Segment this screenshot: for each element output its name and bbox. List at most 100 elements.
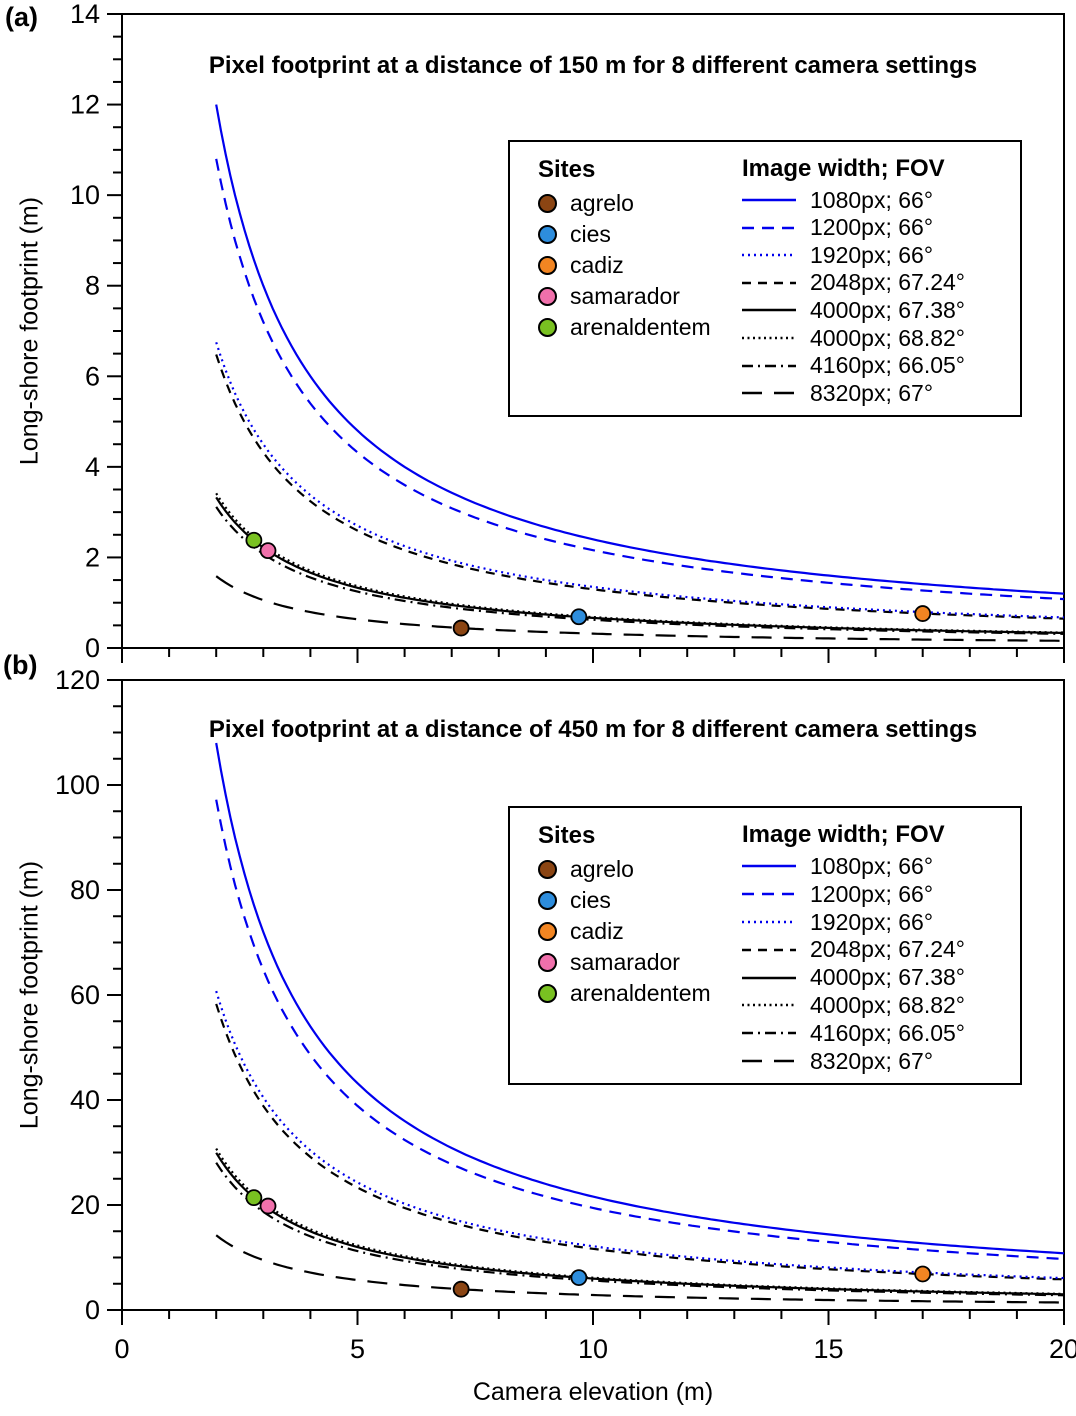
legend-line-label: 4000px; 68.82° bbox=[810, 324, 965, 351]
legend-site-label: arenaldentem bbox=[570, 314, 711, 340]
line-style-swatch-icon bbox=[742, 226, 796, 229]
legend-line-entry: 4000px; 67.38° bbox=[742, 297, 1004, 325]
y-tick-label: 40 bbox=[70, 1085, 100, 1115]
legend-lines-header: Image width; FOV bbox=[742, 155, 945, 183]
legend-line-entry: 8320px; 67° bbox=[742, 1047, 1004, 1075]
line-style-swatch-icon bbox=[742, 198, 796, 202]
y-tick-label: 4 bbox=[85, 452, 100, 482]
legend-line-entry: 4000px; 67.38° bbox=[742, 964, 1004, 992]
legend-site-label: cadiz bbox=[570, 252, 624, 278]
legend-line-entry: 2048px; 67.24° bbox=[742, 269, 1004, 297]
line-style-swatch-icon bbox=[742, 1059, 796, 1063]
panel-b-title: Pixel footprint at a distance of 450 m f… bbox=[208, 716, 978, 743]
legend-site-cadiz: cadiz bbox=[538, 916, 716, 947]
curve-8320px-67- bbox=[215, 1234, 1064, 1304]
legend-site-label: cies bbox=[570, 887, 611, 913]
line-style-swatch-icon bbox=[742, 1004, 796, 1007]
x-tick-label: 0 bbox=[114, 1334, 129, 1364]
y-tick-label: 100 bbox=[55, 770, 100, 800]
legend-line-label: 1200px; 66° bbox=[810, 214, 934, 241]
line-style-swatch-icon bbox=[742, 920, 796, 924]
line-style-swatch-icon bbox=[742, 364, 796, 367]
curve-8320px-67- bbox=[215, 575, 1064, 642]
legend-line-label: 2048px; 67.24° bbox=[810, 936, 965, 963]
legend-line-label: 1080px; 66° bbox=[810, 186, 934, 213]
legend-sites-header: Sites bbox=[538, 156, 596, 183]
site-dot-icon bbox=[538, 256, 557, 275]
legend-sites-column: Sites agrelo cies cadiz samarador arenaldent… bbox=[538, 818, 716, 1075]
site-marker-arenaldentem bbox=[245, 531, 263, 549]
curve-1080px-66- bbox=[215, 104, 1065, 595]
site-marker-arenaldentem bbox=[245, 1189, 263, 1207]
panel-b: 0 5 10 15 20 0 20 40 60 80 100 120 bbox=[55, 665, 1076, 1364]
line-style-swatch-icon bbox=[742, 865, 796, 868]
legend-site-label: samarador bbox=[570, 949, 680, 975]
x-tick-label: 20 bbox=[1049, 1334, 1076, 1364]
y-tick-label: 20 bbox=[70, 1190, 100, 1220]
legend-line-label: 8320px; 67° bbox=[810, 1047, 934, 1074]
panel-a-title: Pixel footprint at a distance of 150 m f… bbox=[208, 52, 978, 79]
legend-site-cies: cies bbox=[538, 885, 716, 916]
legend-site-samarador: samarador bbox=[538, 947, 716, 978]
legend-line-entry: 1080px; 66° bbox=[742, 853, 1004, 881]
legend-line-label: 4160px; 66.05° bbox=[810, 1019, 965, 1046]
legend-lines-column: Image width; FOV 1080px; 66° 1200px; 66° 1… bbox=[742, 152, 1004, 407]
site-dot-icon bbox=[538, 225, 557, 244]
y-tick-label: 2 bbox=[85, 542, 100, 572]
legend-site-label: arenaldentem bbox=[570, 980, 711, 1006]
legend-line-entry: 1920px; 66° bbox=[742, 908, 1004, 936]
legend-line-entry: 2048px; 67.24° bbox=[742, 936, 1004, 964]
site-dot-icon bbox=[538, 860, 557, 879]
x-tick-label: 5 bbox=[350, 1334, 365, 1364]
panel-b-y-axis-label: Long-shore footprint (m) bbox=[15, 860, 44, 1130]
curve-4000px-67.38- bbox=[215, 496, 1064, 634]
site-dot-icon bbox=[538, 891, 557, 910]
line-style-swatch-icon bbox=[742, 309, 796, 312]
y-tick-label: 0 bbox=[85, 633, 100, 663]
y-tick-label: 0 bbox=[85, 1295, 100, 1325]
x-tick-label: 10 bbox=[578, 1334, 608, 1364]
site-marker-cadiz bbox=[914, 1265, 932, 1283]
line-style-swatch-icon bbox=[742, 893, 796, 896]
legend-line-label: 4160px; 66.05° bbox=[810, 352, 965, 379]
line-style-swatch-icon bbox=[742, 1032, 796, 1035]
curve-4000px-67.38- bbox=[215, 1152, 1065, 1296]
y-tick-label: 14 bbox=[70, 0, 100, 29]
legend-line-label: 4000px; 68.82° bbox=[810, 991, 965, 1018]
legend-line-entry: 1080px; 66° bbox=[742, 186, 1004, 214]
legend-site-label: cadiz bbox=[570, 918, 624, 944]
legend-line-label: 2048px; 67.24° bbox=[810, 269, 965, 296]
legend-site-agrelo: agrelo bbox=[538, 854, 716, 885]
legend-site-label: agrelo bbox=[570, 190, 634, 216]
curve-4000px-68.82- bbox=[215, 492, 1064, 634]
panel-b-label: (b) bbox=[3, 650, 38, 680]
legend-line-entry: 1200px; 66° bbox=[742, 214, 1004, 242]
y-tick-label: 60 bbox=[70, 980, 100, 1010]
curve-1200px-66- bbox=[215, 158, 1065, 601]
legend-site-label: cies bbox=[570, 221, 611, 247]
site-dot-icon bbox=[538, 318, 557, 337]
legend-line-entry: 1200px; 66° bbox=[742, 880, 1004, 908]
curve-4160px-66.05- bbox=[215, 1162, 1065, 1297]
legend-line-label: 8320px; 67° bbox=[810, 379, 934, 406]
legend-site-arenaldentem: arenaldentem bbox=[538, 312, 716, 343]
legend-site-samarador: samarador bbox=[538, 281, 716, 312]
legend-line-label: 1080px; 66° bbox=[810, 852, 934, 879]
site-dot-icon bbox=[538, 984, 557, 1003]
line-style-swatch-icon bbox=[742, 948, 796, 952]
legend-line-entry: 8320px; 67° bbox=[742, 379, 1004, 407]
y-tick-label: 120 bbox=[55, 665, 100, 695]
legend-site-label: agrelo bbox=[570, 856, 634, 882]
legend-line-entry: 4160px; 66.05° bbox=[742, 352, 1004, 380]
legend-panel-a: Sites agrelo cies cadiz samarador arenaldent… bbox=[508, 140, 1022, 417]
site-marker-cies bbox=[570, 608, 588, 626]
y-tick-label: 6 bbox=[85, 361, 100, 391]
line-style-swatch-icon bbox=[742, 976, 796, 979]
legend-line-label: 1200px; 66° bbox=[810, 880, 934, 907]
y-tick-label: 80 bbox=[70, 875, 100, 905]
site-marker-agrelo bbox=[452, 1280, 470, 1298]
panel-a: 0 2 4 6 8 10 12 14 bbox=[70, 0, 1065, 663]
line-style-swatch-icon bbox=[742, 254, 796, 257]
site-dot-icon bbox=[538, 953, 557, 972]
